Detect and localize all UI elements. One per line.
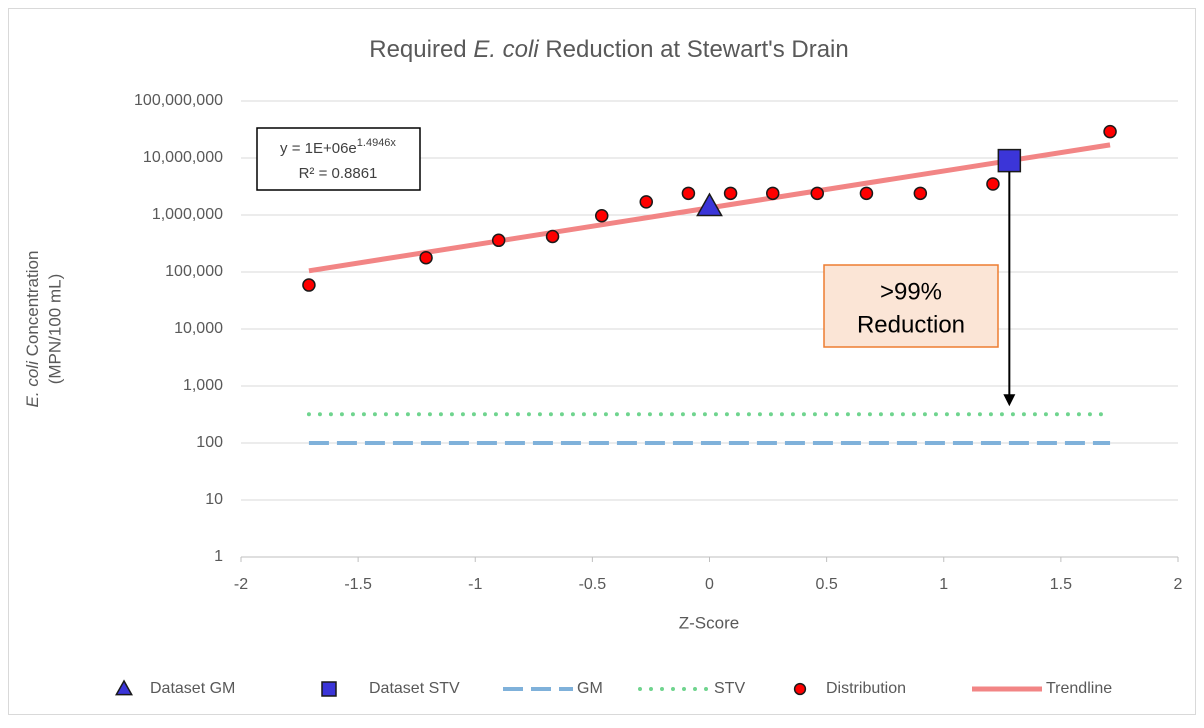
point	[1103, 124, 1117, 139]
x-tick-label: 0	[705, 576, 714, 593]
y-label-part: E. coli	[23, 360, 42, 408]
point	[419, 250, 433, 265]
y-tick-label: 100,000,000	[134, 92, 223, 109]
point	[810, 186, 825, 201]
legend-label: Trendline	[1046, 680, 1112, 697]
x-tick-label: 1.5	[1050, 576, 1072, 593]
annotation-text: Reduction	[857, 311, 965, 338]
y-tick-label: 1,000	[183, 377, 223, 394]
point	[723, 186, 738, 201]
point	[545, 229, 560, 244]
x-tick-label: -2	[234, 576, 248, 593]
point	[913, 186, 928, 201]
point	[115, 679, 133, 696]
y-tick-label: 1	[214, 548, 223, 565]
x-tick-label: 2	[1174, 576, 1183, 593]
point	[639, 195, 654, 209]
equation-exponent: 1.4946x	[357, 137, 397, 149]
point	[765, 186, 780, 201]
y-tick-label: 100,000	[165, 263, 223, 280]
chart-title: Required E. coli Reduction at Stewart's …	[369, 36, 848, 63]
title-part: E. coli	[473, 36, 539, 63]
x-tick-label: -1.5	[344, 576, 372, 593]
legend-label: GM	[577, 680, 603, 697]
point	[986, 177, 1000, 191]
point	[594, 209, 609, 223]
equation: y = 1E+06e1.4946x	[280, 137, 396, 157]
point	[321, 681, 337, 697]
y-tick-label: 1,000,000	[152, 206, 223, 223]
point	[997, 148, 1022, 173]
x-tick-label: 0.5	[816, 576, 838, 593]
x-tick-label: -1	[468, 576, 482, 593]
chart-border	[8, 8, 1196, 715]
point	[696, 192, 723, 217]
annotation-text: >99%	[880, 278, 942, 305]
equation-base: y = 1E+06e	[280, 140, 357, 157]
legend-label: Distribution	[826, 680, 906, 697]
y-tick-label: 10,000,000	[143, 149, 223, 166]
equation-box	[256, 127, 421, 191]
legend-label: STV	[714, 680, 745, 697]
x-tick-label: -0.5	[579, 576, 607, 593]
arrow-head	[1003, 394, 1016, 407]
y-label-line: E. coli Concentration	[23, 251, 42, 408]
annotation-box	[823, 264, 999, 348]
title-part: Required	[369, 36, 473, 63]
point	[793, 682, 807, 696]
x-axis-label: Z-Score	[679, 613, 739, 632]
point	[859, 186, 874, 201]
point	[302, 278, 316, 292]
y-label-part: Concentration	[23, 251, 42, 362]
legend-label: Dataset GM	[150, 680, 235, 697]
legend-label: Dataset STV	[369, 680, 460, 697]
x-tick-label: 1	[939, 576, 948, 593]
y-tick-label: 10	[205, 491, 223, 508]
y-tick-label: 100	[196, 434, 223, 451]
y-label-line: (MPN/100 mL)	[45, 274, 64, 385]
point	[491, 233, 506, 248]
y-axis-label: E. coli Concentration (MPN/100 mL)	[23, 251, 64, 408]
r-squared: R² = 0.8861	[299, 165, 378, 182]
title-part: Reduction at Stewart's Drain	[539, 36, 849, 63]
y-tick-label: 10,000	[174, 320, 223, 337]
point	[681, 186, 696, 201]
